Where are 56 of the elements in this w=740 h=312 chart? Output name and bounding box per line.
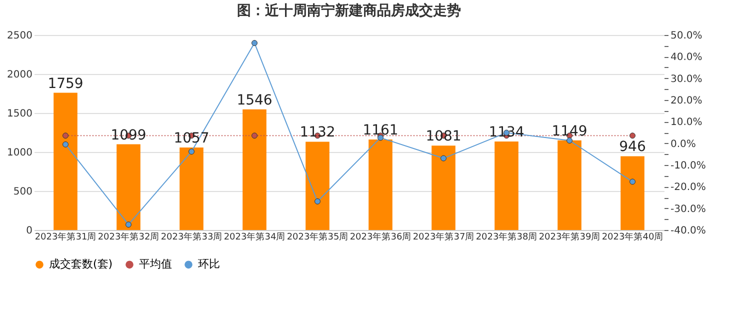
x-tick-label: 2023年第39周 (538, 232, 600, 242)
y-tick-label: 2500 (7, 30, 32, 42)
point (188, 148, 194, 155)
point (630, 178, 636, 185)
y-tick-label: 1500 (7, 108, 32, 120)
x-tick-label: 2023年第37周 (412, 232, 474, 242)
x-tick-label: 2023年第38周 (476, 232, 538, 242)
x-tick-label: 2023年第31周 (34, 232, 96, 242)
x-tick-label: 2023年第40周 (602, 232, 664, 242)
legend-label: 平均值 (139, 258, 172, 271)
y2-tick-label: -40.0% (670, 226, 706, 236)
data-label: 1099 (110, 127, 146, 144)
bar (306, 142, 330, 230)
y2-tick-label: 50.0% (670, 30, 702, 42)
bar (494, 142, 518, 230)
y2-tick-label: 20.0% (670, 96, 702, 106)
data-label: 1546 (236, 92, 272, 108)
bar (116, 144, 140, 230)
point (314, 198, 320, 204)
y2-tick-label: -30.0% (670, 204, 706, 215)
y2-tick-label: 10.0% (670, 117, 702, 128)
data-label: 1132 (300, 124, 336, 141)
x-tick-label: 2023年第35周 (286, 232, 348, 242)
y2-tick-label: 40.0% (670, 52, 702, 64)
bar (242, 109, 266, 230)
bar (432, 146, 456, 230)
y2-tick-label: 30.0% (670, 74, 702, 85)
data-label: 946 (619, 139, 646, 156)
x-tick-label: 2023年第36周 (350, 232, 412, 242)
data-label: 1081 (426, 128, 462, 145)
y2-tick-label: -10.0% (670, 160, 706, 172)
point (62, 141, 68, 148)
bar (558, 140, 582, 230)
legend-label: 成交套数(套) (49, 258, 113, 271)
x-tick-label: 2023年第32周 (98, 232, 160, 242)
bar (180, 148, 204, 230)
x-tick-label: 2023年第33周 (160, 232, 222, 242)
y2-tick-label: -20.0% (670, 182, 706, 194)
bar (368, 139, 392, 230)
point (566, 138, 572, 144)
y2-tick-label: 0.0% (670, 138, 696, 150)
y-tick-label: 0 (26, 226, 32, 236)
x-tick-label: 2023年第34周 (224, 232, 286, 242)
point (440, 155, 446, 162)
y-tick-label: 1000 (7, 148, 32, 158)
point (126, 222, 132, 228)
y-tick-label: 2000 (7, 70, 32, 80)
bar (620, 156, 644, 230)
data-label: 1149 (552, 123, 588, 140)
point (252, 40, 258, 46)
data-label: 1161 (362, 122, 398, 138)
legend-label: 环比 (198, 258, 220, 271)
y-tick-label: 500 (13, 186, 32, 198)
data-label: 1759 (48, 76, 84, 92)
bar (54, 92, 78, 230)
chart-title: 图：近十周南宁新建商品房成交走势 (237, 2, 461, 19)
